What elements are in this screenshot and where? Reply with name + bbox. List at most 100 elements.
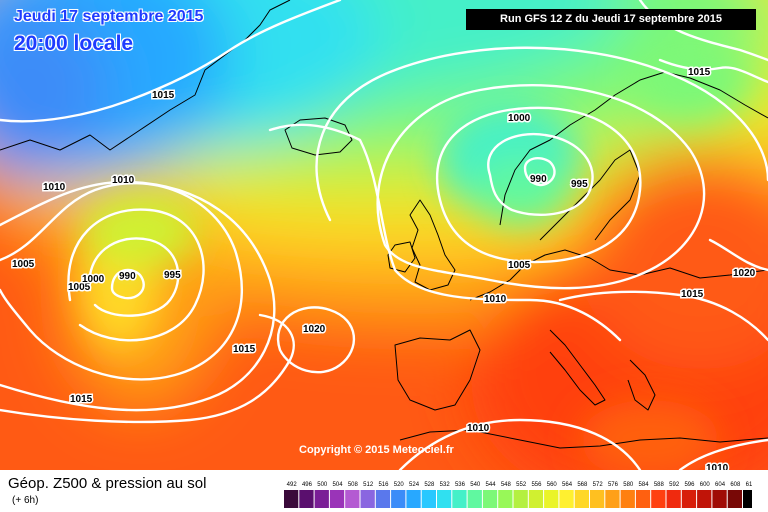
scale-value-label: 508	[348, 482, 359, 488]
scale-swatch	[513, 490, 528, 508]
isobar-1015-south	[0, 313, 295, 424]
scale-swatch	[574, 490, 589, 508]
isobar-low-west-1010	[0, 180, 276, 412]
isobar-label: 995	[571, 179, 588, 190]
scale-value-label: 544	[486, 482, 497, 488]
scale-value-label: 532	[440, 482, 451, 488]
isobar-low-north-1000	[435, 106, 642, 264]
isobar-label: 1010	[706, 463, 729, 470]
isobar-1015-ne	[658, 58, 768, 84]
scale-value-label: 548	[501, 482, 512, 488]
scale-value-label: 608	[730, 482, 741, 488]
isobar-low-north-995	[487, 132, 594, 217]
isobar-label: 1015	[688, 67, 711, 78]
isobar-label: 1015	[681, 289, 704, 300]
scale-swatch	[590, 490, 605, 508]
geopotential-field	[0, 0, 768, 470]
scale-swatch	[467, 490, 482, 508]
scale-value-label: 596	[684, 482, 695, 488]
isobar-low-north-990	[523, 156, 556, 187]
isobar-label: 1000	[508, 113, 531, 124]
scale-swatch	[727, 490, 742, 508]
scale-swatch	[314, 490, 329, 508]
scale-swatch	[498, 490, 513, 508]
scale-value-label: 592	[669, 482, 680, 488]
isobar-label: 995	[164, 270, 181, 281]
africa-coast	[399, 429, 768, 449]
isobar-1015-north	[0, 0, 342, 123]
isobar-labels: 1015 1010 1010 1005 1005 1000 990 995 10…	[11, 66, 758, 471]
map-time: 20:00 locale	[14, 32, 134, 55]
isobar-label: 990	[119, 271, 136, 282]
isobar-1020-mid	[276, 306, 355, 374]
color-scale: 492 496 500 504 508 512 516 520 524 528 532 536 540 5…	[284, 482, 752, 508]
isobar-low-west-1005	[0, 181, 244, 381]
isobar-label: 1010	[43, 182, 66, 193]
scale-swatch	[635, 490, 651, 508]
legend-footer: Géop. Z500 & pression au sol (+ 6h) 492 4…	[0, 470, 768, 512]
scale-value-label: 492	[287, 482, 298, 488]
scale-value-label: 564	[562, 482, 573, 488]
scale-value-label: 528	[424, 482, 435, 488]
scale-value-label: 536	[455, 482, 466, 488]
scale-value-label: 520	[394, 482, 405, 488]
legend-subtitle: (+ 6h)	[12, 495, 39, 506]
scale-swatch	[482, 490, 498, 508]
scale-value-label: 552	[516, 482, 527, 488]
isobar-1020-east	[708, 238, 768, 272]
isobar-label: 1015	[152, 90, 175, 101]
isobar-label: 1020	[733, 268, 756, 279]
scale-swatch	[559, 490, 574, 508]
scale-value-label: 524	[409, 482, 420, 488]
scandinavia-coast	[499, 71, 768, 226]
greece-coast	[627, 359, 656, 411]
scale-swatch	[681, 490, 697, 508]
isobar-label: 990	[530, 174, 547, 185]
scale-swatch	[712, 490, 727, 508]
isobar-low-west-1000	[67, 208, 205, 342]
scale-swatch	[284, 490, 299, 508]
isobar-label: 1005	[68, 282, 91, 293]
isobar-label: 1015	[70, 394, 93, 405]
scale-value-label: 576	[608, 482, 619, 488]
scale-swatch	[437, 490, 452, 508]
scale-value-label: 568	[577, 482, 588, 488]
scale-value-label: 540	[470, 482, 481, 488]
scale-swatch	[452, 490, 467, 508]
isobar-1010-south	[398, 418, 642, 470]
map-canvas: 1015 1010 1010 1005 1005 1000 990 995 10…	[0, 0, 768, 470]
scale-swatch	[651, 490, 666, 508]
scale-value-label: 560	[547, 482, 558, 488]
map-date: Jeudi 17 septembre 2015	[14, 8, 204, 25]
isobar-label: 1010	[484, 294, 507, 305]
scale-swatch	[697, 490, 712, 508]
isobar-label: 1010	[467, 423, 490, 434]
scale-value-label: 512	[363, 482, 374, 488]
scale-value-label: 580	[623, 482, 634, 488]
isobar-low-north-1005	[376, 84, 706, 290]
scale-value-label: 584	[639, 482, 650, 488]
isobar-label: 1000	[82, 274, 105, 285]
scale-swatch	[375, 490, 391, 508]
scale-value-label: 600	[700, 482, 711, 488]
isobar-label: 1020	[303, 324, 326, 335]
isobar-1010-north	[315, 46, 768, 222]
scale-value-label: 612	[746, 482, 752, 488]
scale-swatch	[406, 490, 421, 508]
isobar-1015-se	[558, 290, 768, 342]
isobar-1010-se	[678, 438, 768, 470]
scale-swatch	[391, 490, 406, 508]
italy-coast	[549, 329, 606, 406]
scale-value-label: 516	[378, 482, 389, 488]
isobar-label: 1005	[508, 260, 531, 271]
scale-swatch	[329, 490, 345, 508]
iceland-coast	[284, 117, 353, 156]
isobar-label: 1010	[112, 175, 135, 186]
isobar-label: 1005	[12, 259, 35, 270]
isobar-low-west-990	[110, 268, 145, 300]
isobar-1010-inner	[268, 123, 622, 342]
scale-value-label: 588	[654, 482, 665, 488]
iberia-coast	[394, 329, 481, 411]
scale-swatch	[528, 490, 544, 508]
scale-value-label: 556	[531, 482, 542, 488]
